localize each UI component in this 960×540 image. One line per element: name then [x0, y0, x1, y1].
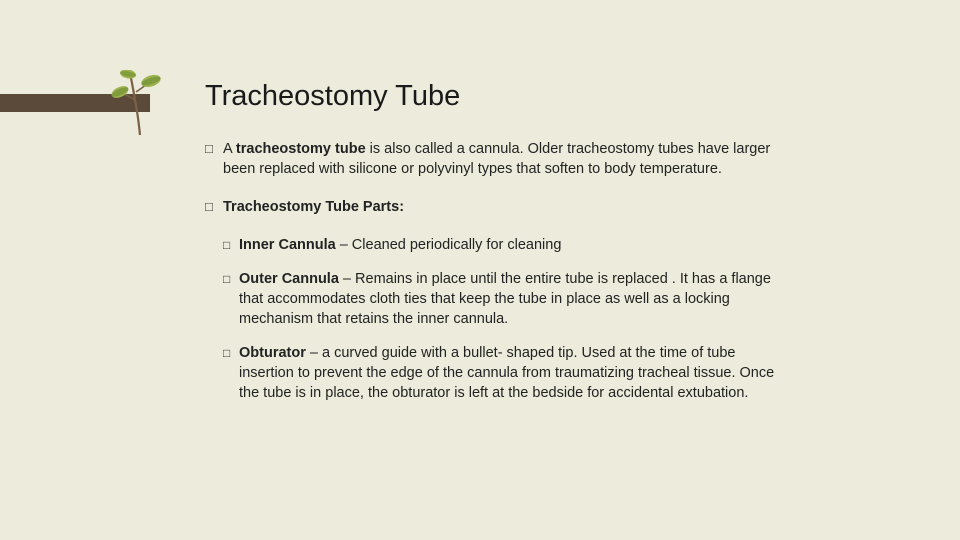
slide-content: Tracheostomy Tube □ A tracheostomy tube …	[205, 80, 785, 417]
bullet-text: A tracheostomy tube is also called a can…	[223, 139, 785, 179]
bullet-marker-icon: □	[223, 343, 239, 403]
bullet-marker-icon: □	[205, 197, 223, 217]
sub-bullet-item: □ Inner Cannula – Cleaned periodically f…	[223, 235, 785, 255]
leaf-decoration-icon	[105, 70, 175, 140]
sub-bullet-text: Outer Cannula – Remains in place until t…	[239, 269, 785, 329]
bullet-item: □ A tracheostomy tube is also called a c…	[205, 139, 785, 179]
bullet-marker-icon: □	[223, 235, 239, 255]
slide-title: Tracheostomy Tube	[205, 80, 785, 113]
bullet-text: Tracheostomy Tube Parts:	[223, 197, 785, 217]
sub-bullet-item: □ Obturator – a curved guide with a bull…	[223, 343, 785, 403]
sub-bullet-item: □ Outer Cannula – Remains in place until…	[223, 269, 785, 329]
sub-bullet-text: Obturator – a curved guide with a bullet…	[239, 343, 785, 403]
bullet-item: □ Tracheostomy Tube Parts:	[205, 197, 785, 217]
sub-bullet-text: Inner Cannula – Cleaned periodically for…	[239, 235, 785, 255]
bullet-marker-icon: □	[223, 269, 239, 329]
bullet-marker-icon: □	[205, 139, 223, 179]
